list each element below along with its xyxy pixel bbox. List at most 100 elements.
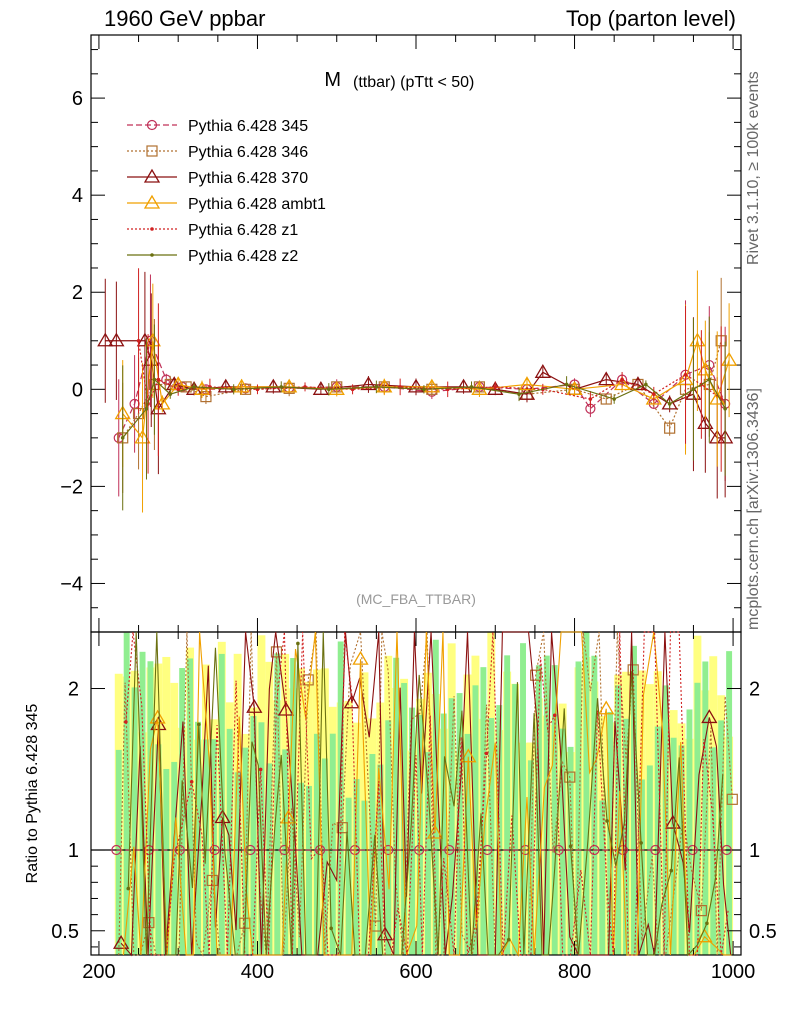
inner-band (282, 749, 289, 955)
x-tick-label: 800 (558, 961, 591, 983)
data-point (97, 332, 114, 347)
data-point (652, 392, 656, 396)
data-point (246, 698, 263, 713)
data-point (644, 382, 648, 387)
data-point (422, 387, 426, 392)
series-4 (136, 268, 723, 474)
ratio-series-line (127, 631, 724, 957)
inner-band (187, 658, 194, 955)
data-point (683, 372, 688, 377)
inner-band (313, 733, 320, 955)
main-y-tick-label: 4 (72, 185, 83, 207)
inner-band (306, 785, 312, 955)
inner-band (638, 779, 645, 955)
data-point (329, 926, 333, 931)
data-point (168, 392, 173, 396)
inner-band (131, 687, 138, 955)
inner-band (575, 661, 582, 955)
inner-band (345, 797, 352, 955)
ratio-y-tick-label-left: 1 (68, 840, 79, 862)
header-left-label: 1960 GeV ppbar (104, 6, 266, 31)
inner-band (686, 709, 693, 955)
inner-band (480, 667, 487, 955)
data-point (553, 844, 564, 856)
data-point (144, 332, 161, 347)
inner-band (210, 739, 217, 955)
data-point (136, 338, 141, 343)
main-y-tick-label: 2 (72, 282, 83, 304)
data-point (588, 397, 593, 401)
inner-band (393, 657, 400, 955)
data-point (460, 748, 477, 763)
data-point (156, 377, 161, 382)
data-point (423, 378, 440, 393)
data-point (627, 664, 639, 676)
data-point (707, 377, 712, 382)
inner-band (448, 698, 455, 955)
data-point (493, 385, 498, 389)
data-point (664, 422, 676, 434)
data-point (214, 809, 231, 824)
data-point (723, 406, 727, 411)
data-point (629, 376, 647, 391)
data-point (144, 406, 149, 411)
data-point (150, 227, 154, 231)
data-point (270, 646, 283, 658)
inner-band (559, 728, 566, 955)
inner-band (646, 765, 653, 955)
inner-band (631, 645, 637, 955)
inner-band (377, 764, 384, 955)
inner-band (123, 632, 130, 955)
legend-label: Pythia 6.428 346 (188, 144, 308, 161)
main-y-tick-label: 6 (72, 88, 83, 110)
data-point (650, 844, 661, 856)
data-point (360, 376, 377, 391)
inner-band (329, 733, 336, 955)
inner-band (424, 752, 431, 955)
data-point (146, 145, 158, 157)
data-point (352, 650, 369, 665)
inner-band (583, 632, 590, 955)
series-line (122, 340, 722, 439)
x-tick-label: 400 (241, 961, 274, 983)
analysis-watermark: (MC_FBA_TTBAR) (356, 591, 476, 607)
series-line (137, 340, 722, 407)
inner-band (361, 800, 368, 955)
inner-band (599, 800, 606, 955)
inner-band (321, 758, 328, 955)
ratio-y-tick-label-right: 2 (749, 679, 760, 701)
inner-band (115, 749, 122, 955)
data-point (217, 378, 234, 393)
data-point (302, 674, 314, 686)
data-point (568, 844, 573, 849)
data-point (143, 168, 161, 183)
data-point (598, 700, 615, 715)
data-point (150, 253, 154, 257)
data-point (605, 819, 609, 823)
inner-band (409, 707, 415, 955)
series-0 (113, 274, 731, 497)
data-point (552, 713, 557, 718)
main-y-tick-label: 0 (72, 379, 83, 401)
data-point (209, 844, 220, 856)
data-point (506, 937, 511, 942)
inner-band (472, 685, 479, 955)
data-point (639, 841, 643, 845)
data-point (279, 385, 284, 389)
data-point (200, 390, 212, 403)
data-point (518, 376, 536, 391)
main-y-tick-label: −2 (60, 476, 83, 498)
data-point (126, 886, 131, 891)
data-point (517, 392, 521, 396)
data-point (687, 844, 698, 856)
data-point (705, 921, 709, 926)
inner-band (337, 641, 344, 955)
data-point (612, 397, 616, 401)
data-point (455, 378, 472, 393)
data-point (336, 822, 348, 834)
data-point (426, 824, 444, 839)
inner-band (266, 763, 273, 955)
x-tick-label: 200 (82, 961, 115, 983)
data-point (374, 385, 379, 389)
data-point (645, 390, 662, 405)
